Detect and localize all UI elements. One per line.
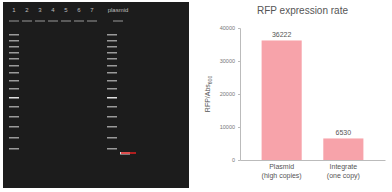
ladder-band <box>107 72 117 74</box>
tick: 20000 <box>220 91 240 97</box>
figure: 1 2 3 4 5 6 7 plasmid RFP expression rate RFP/Abs… <box>0 0 392 192</box>
tick-label: Integrate(one copy) <box>327 163 360 179</box>
well <box>22 20 32 22</box>
tick-label: 10000 <box>220 124 235 130</box>
tick-label: Plasmid(high copies) <box>262 163 302 179</box>
lane-label: 3 <box>38 7 42 13</box>
tick-mark <box>238 160 240 161</box>
ladder-band <box>9 72 19 74</box>
tick: Plasmid(high copies) <box>262 160 302 180</box>
ladder-band <box>107 58 117 60</box>
ladder-band <box>9 116 19 118</box>
tick: 10000 <box>220 124 240 130</box>
well <box>48 20 58 22</box>
tick-label: 30000 <box>220 58 235 64</box>
ladder-band <box>9 148 19 150</box>
tick-mark <box>238 94 240 95</box>
ladder-band <box>107 46 117 48</box>
ladder-band <box>9 106 19 108</box>
lane-label: 2 <box>25 7 29 13</box>
tick-label: 20000 <box>220 91 235 97</box>
gel-background <box>3 2 189 188</box>
data-label: 36222 <box>272 31 292 38</box>
axis-line <box>241 160 386 161</box>
ladder-band <box>107 88 117 90</box>
ladder-band <box>9 126 19 128</box>
tick: 40000 <box>220 25 240 31</box>
ladder-band <box>107 116 117 118</box>
ladder-band <box>9 40 19 42</box>
tick-mark <box>238 28 240 29</box>
ladder-band <box>9 65 19 67</box>
tick: Integrate(one copy) <box>327 160 360 180</box>
data-labels: 36222 6530 <box>272 31 351 136</box>
ladder-band <box>107 148 117 150</box>
well <box>35 20 45 22</box>
data-label: 6530 <box>336 129 352 136</box>
well <box>61 20 71 22</box>
ladder-band <box>107 34 117 36</box>
ladder-band <box>9 58 19 60</box>
y-axis: 0 10000 20000 30000 40000 <box>220 25 241 163</box>
lane-label: 5 <box>64 7 68 13</box>
ladder-band <box>107 97 117 99</box>
bars <box>262 40 364 160</box>
ladder-band <box>9 52 19 54</box>
tick-mark <box>238 127 240 128</box>
tick: 0 <box>232 157 240 163</box>
gel: 1 2 3 4 5 6 7 plasmid <box>3 2 189 188</box>
bar <box>262 40 302 160</box>
well <box>87 20 97 22</box>
well <box>9 20 19 22</box>
bar <box>323 138 363 160</box>
well <box>113 20 123 22</box>
ladder-band <box>9 80 19 82</box>
ladder-band <box>9 88 19 90</box>
lane-label: 7 <box>90 7 94 13</box>
lane-label: plasmid <box>108 7 129 13</box>
ladder-band <box>107 126 117 128</box>
axis-line <box>238 29 241 161</box>
ladder-band <box>107 40 117 42</box>
ladder-band <box>9 46 19 48</box>
ladder-band <box>107 137 117 139</box>
lane-label: 4 <box>51 7 55 13</box>
chart-title: RFP expression rate <box>257 5 348 16</box>
tick-mark <box>238 61 240 62</box>
x-axis: Plasmid(high copies) Integrate(one copy) <box>241 160 386 180</box>
ladder-band <box>9 97 19 99</box>
ladder-band <box>107 80 117 82</box>
tick-label: 0 <box>232 157 235 163</box>
y-axis-title: RFP/Abs600 <box>204 76 213 113</box>
ladder-band <box>107 106 117 108</box>
well <box>74 20 84 22</box>
ladder-band <box>9 137 19 139</box>
tick-label: 40000 <box>220 25 235 31</box>
ladder-band <box>9 34 19 36</box>
ladder-band <box>107 52 117 54</box>
lane-label: 1 <box>12 7 16 13</box>
marker-arrow <box>121 152 136 154</box>
tick: 30000 <box>220 58 240 64</box>
ladder-band <box>107 65 117 67</box>
lane-label: 6 <box>77 7 81 13</box>
